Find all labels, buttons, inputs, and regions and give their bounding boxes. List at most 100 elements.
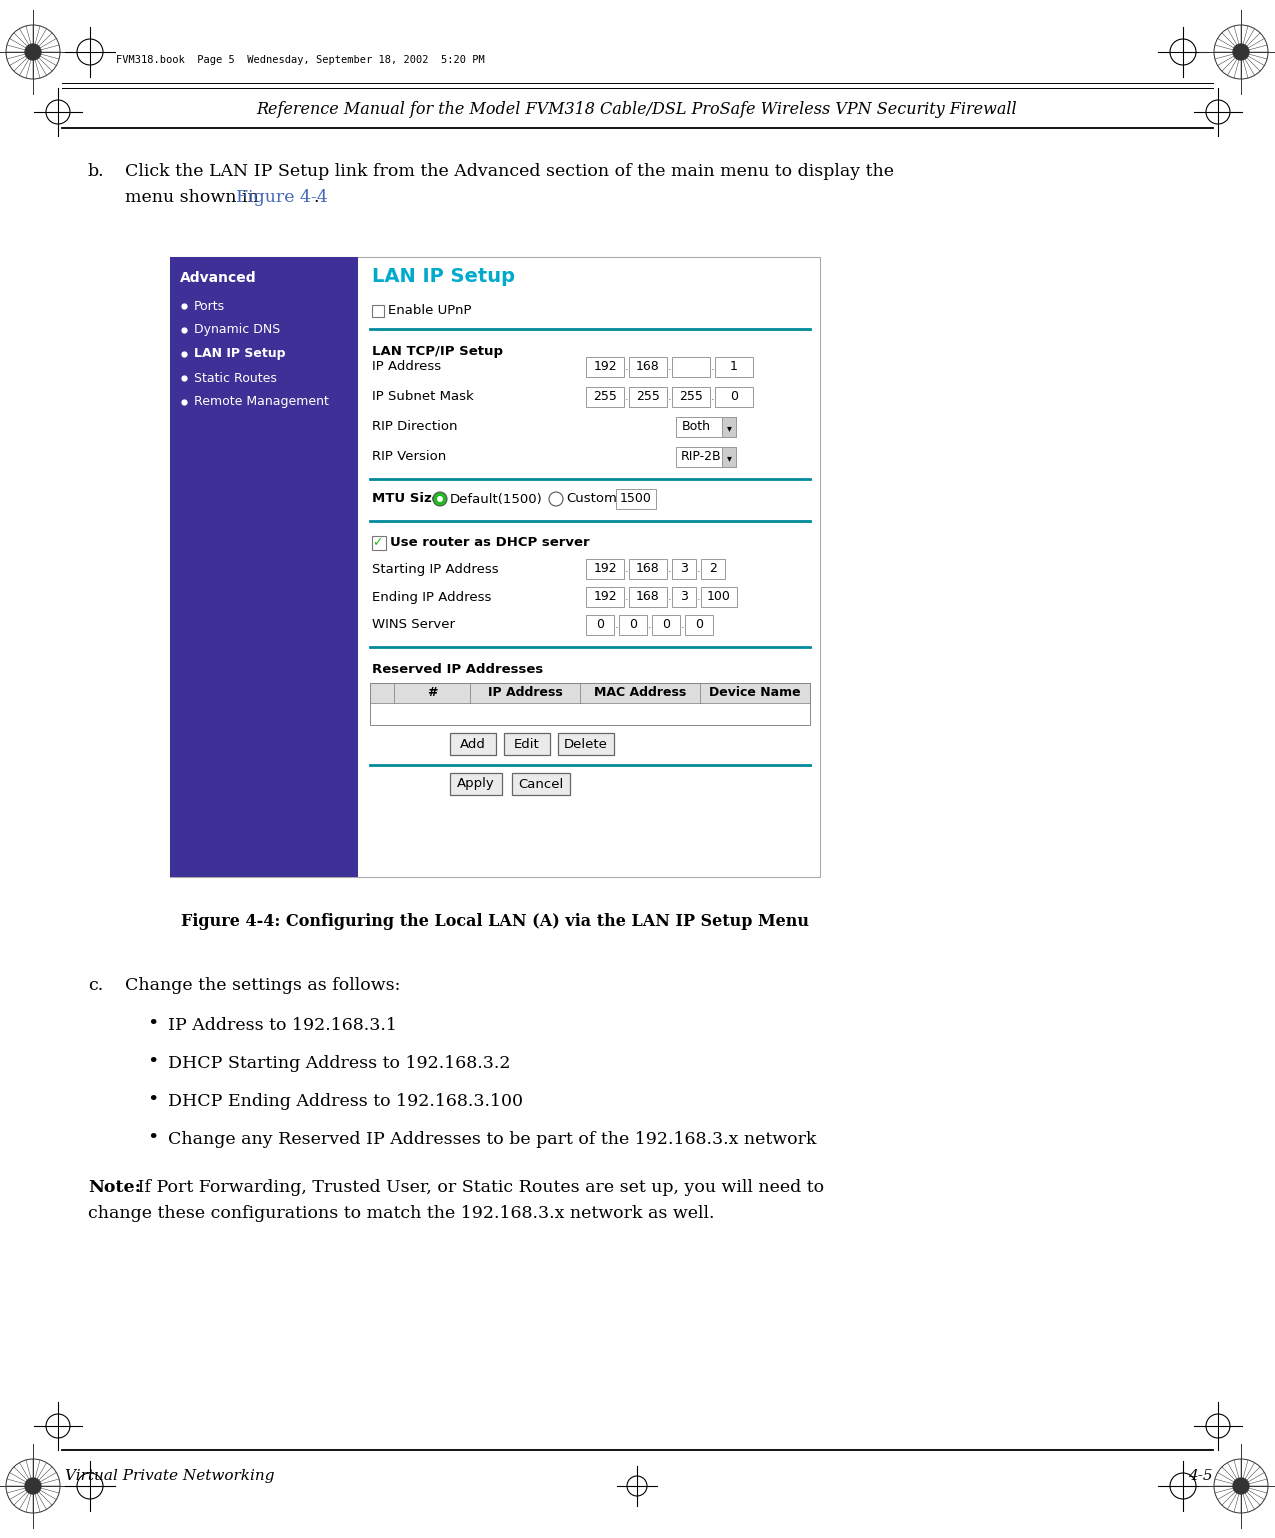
- Text: .: .: [711, 361, 714, 372]
- Text: LAN TCP/IP Setup: LAN TCP/IP Setup: [372, 345, 504, 358]
- Circle shape: [434, 492, 448, 506]
- Bar: [586, 388, 623, 408]
- Text: LAN IP Setup: LAN IP Setup: [194, 348, 286, 360]
- Circle shape: [24, 1478, 42, 1495]
- Bar: [370, 703, 810, 724]
- Text: DHCP Ending Address to 192.168.3.100: DHCP Ending Address to 192.168.3.100: [168, 1094, 523, 1110]
- Text: 192: 192: [593, 563, 617, 575]
- Text: •: •: [147, 1129, 158, 1147]
- Text: 255: 255: [593, 391, 617, 403]
- Text: .: .: [681, 620, 685, 631]
- Text: If Port Forwarding, Trusted User, or Static Routes are set up, you will need to: If Port Forwarding, Trusted User, or Sta…: [133, 1180, 824, 1197]
- Circle shape: [24, 43, 42, 60]
- Text: Static Routes: Static Routes: [194, 372, 277, 384]
- Text: 1: 1: [731, 360, 738, 374]
- Text: 255: 255: [636, 391, 660, 403]
- Text: .: .: [668, 564, 672, 574]
- Bar: [672, 558, 696, 578]
- Circle shape: [1233, 1478, 1250, 1495]
- Text: .: .: [648, 620, 652, 631]
- Text: •: •: [147, 1054, 158, 1070]
- Text: 0: 0: [629, 618, 638, 632]
- Text: LAN IP Setup: LAN IP Setup: [372, 268, 515, 286]
- Text: Cancel: Cancel: [519, 778, 564, 791]
- Text: 192: 192: [593, 591, 617, 603]
- Bar: [372, 537, 386, 551]
- Text: 192: 192: [593, 360, 617, 374]
- Bar: [722, 448, 736, 468]
- Text: Note:: Note:: [88, 1180, 142, 1197]
- Text: MTU Size: MTU Size: [372, 492, 441, 506]
- Bar: [618, 615, 646, 635]
- Text: Add: Add: [460, 738, 486, 751]
- Text: .: .: [625, 361, 629, 372]
- Text: change these configurations to match the 192.168.3.x network as well.: change these configurations to match the…: [88, 1204, 714, 1223]
- Circle shape: [437, 495, 442, 501]
- Bar: [672, 588, 696, 608]
- Bar: [513, 774, 570, 795]
- Text: .: .: [625, 564, 629, 574]
- Text: 0: 0: [731, 391, 738, 403]
- Text: .: .: [615, 620, 618, 631]
- Text: .: .: [312, 189, 319, 206]
- Text: RIP Version: RIP Version: [372, 451, 446, 463]
- Text: Reference Manual for the Model FVM318 Cable/DSL ProSafe Wireless VPN Security Fi: Reference Manual for the Model FVM318 Ca…: [256, 102, 1017, 118]
- Text: Change any Reserved IP Addresses to be part of the 192.168.3.x network: Change any Reserved IP Addresses to be p…: [168, 1130, 816, 1147]
- Text: .: .: [711, 392, 714, 401]
- Text: IP Subnet Mask: IP Subnet Mask: [372, 391, 474, 403]
- Bar: [676, 417, 736, 437]
- Text: MAC Address: MAC Address: [594, 686, 686, 700]
- Text: ▾: ▾: [727, 454, 732, 463]
- Bar: [616, 489, 657, 509]
- Text: ✓: ✓: [372, 537, 382, 549]
- Text: FVM318.book  Page 5  Wednesday, September 18, 2002  5:20 PM: FVM318.book Page 5 Wednesday, September …: [116, 55, 484, 65]
- Text: Dynamic DNS: Dynamic DNS: [194, 323, 280, 337]
- Text: 0: 0: [695, 618, 703, 632]
- Text: 168: 168: [636, 563, 660, 575]
- Text: 3: 3: [680, 563, 688, 575]
- Text: 168: 168: [636, 591, 660, 603]
- Bar: [722, 417, 736, 437]
- Text: #: #: [427, 686, 437, 700]
- Text: .: .: [625, 392, 629, 401]
- Circle shape: [1233, 43, 1250, 60]
- Text: IP Address to 192.168.3.1: IP Address to 192.168.3.1: [168, 1017, 397, 1034]
- Bar: [652, 615, 680, 635]
- Bar: [701, 588, 737, 608]
- Text: Device Name: Device Name: [709, 686, 801, 700]
- Text: WINS Server: WINS Server: [372, 618, 455, 632]
- Text: 0: 0: [662, 618, 669, 632]
- Bar: [629, 388, 667, 408]
- Text: .: .: [668, 392, 672, 401]
- Text: Ending IP Address: Ending IP Address: [372, 591, 491, 603]
- Text: RIP Direction: RIP Direction: [372, 420, 458, 434]
- Bar: [372, 305, 384, 317]
- Text: Both: Both: [682, 420, 711, 434]
- Bar: [170, 257, 820, 877]
- Bar: [586, 558, 623, 578]
- Text: .: .: [697, 564, 701, 574]
- Bar: [170, 257, 358, 877]
- Text: 0: 0: [595, 618, 604, 632]
- Bar: [370, 683, 810, 724]
- Bar: [450, 774, 502, 795]
- Bar: [586, 357, 623, 377]
- Text: Enable UPnP: Enable UPnP: [388, 305, 472, 317]
- Bar: [450, 734, 496, 755]
- Bar: [715, 388, 754, 408]
- Text: c.: c.: [88, 977, 103, 994]
- Bar: [370, 683, 810, 703]
- Text: Figure 4-4: Configuring the Local LAN (A) via the LAN IP Setup Menu: Figure 4-4: Configuring the Local LAN (A…: [181, 914, 810, 930]
- Text: 255: 255: [680, 391, 703, 403]
- Bar: [672, 388, 710, 408]
- Text: Figure 4-4: Figure 4-4: [236, 189, 328, 206]
- Bar: [629, 588, 667, 608]
- Bar: [504, 734, 550, 755]
- Bar: [629, 558, 667, 578]
- Text: Delete: Delete: [564, 738, 608, 751]
- Bar: [676, 448, 736, 468]
- Text: 100: 100: [708, 591, 731, 603]
- Text: Virtual Private Networking: Virtual Private Networking: [65, 1469, 274, 1483]
- Text: Default(1500): Default(1500): [450, 492, 543, 506]
- Bar: [701, 558, 725, 578]
